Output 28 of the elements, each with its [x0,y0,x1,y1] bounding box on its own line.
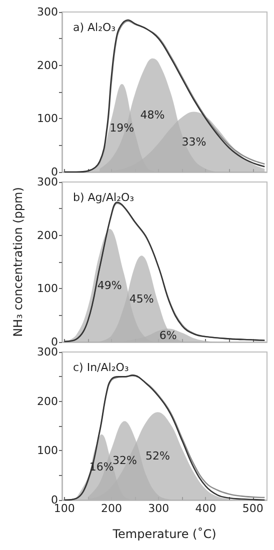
annotation: 49% [97,278,122,292]
annotation: 32% [112,454,137,468]
y-tick-label: 100 [37,112,58,126]
y-tick-label: 300 [37,346,58,358]
x-tick-label: 300 [148,502,170,515]
text: c) In/Al₂O₃ [73,361,129,374]
annotation: 6% [159,328,177,342]
y-tick-label: 0 [51,336,58,348]
y-axis-title: NH₃ concentration (ppm) [11,187,25,337]
y-tick-label: 100 [37,444,58,458]
y-tick-label: 200 [37,58,58,72]
annotation: 48% [140,108,165,122]
y-tick-label: 300 [37,176,58,188]
y-tick-label: 200 [37,228,58,242]
text: b) Ag/Al₂O₃ [73,191,134,204]
x-axis-title: Temperature (˚C) [112,527,216,541]
x-tick-label: 200 [100,502,122,515]
text: a) Al₂O₃ [73,21,116,34]
x-tick-label: 500 [242,502,264,515]
annotation: 19% [110,122,134,134]
y-tick-label: 0 [51,166,58,178]
y-tick-label: 300 [37,6,58,18]
annotation: 33% [182,135,206,148]
y-tick-label: 100 [37,282,58,296]
annotation: 52% [145,450,170,463]
annotation: 45% [129,292,154,306]
y-tick-label: 200 [37,394,58,408]
x-tick-label: 400 [195,502,216,515]
